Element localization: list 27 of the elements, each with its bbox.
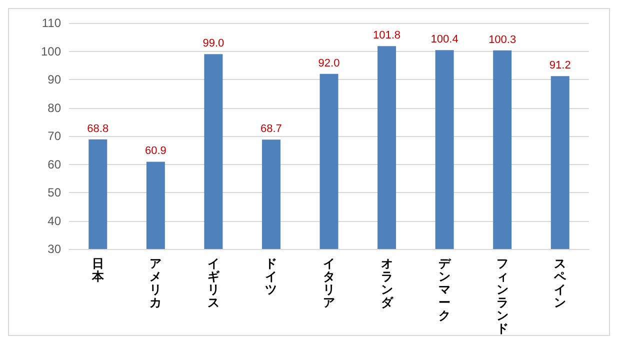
x-tick-label: 日本 bbox=[90, 256, 105, 284]
y-tick-label: 50 bbox=[48, 186, 62, 200]
y-tick-label: 70 bbox=[48, 129, 62, 143]
y-tick-label: 30 bbox=[48, 242, 62, 256]
x-tick-label: ドイツ bbox=[265, 256, 278, 296]
y-tick-label: 110 bbox=[42, 16, 62, 30]
data-label: 101.8 bbox=[373, 30, 401, 42]
x-tick-label: オランダ bbox=[380, 256, 394, 310]
x-tick-label: デンマーク bbox=[438, 256, 452, 322]
y-tick-label: 90 bbox=[48, 72, 62, 86]
data-label: 100.4 bbox=[430, 34, 458, 46]
x-tick-label: スペイン bbox=[553, 256, 568, 310]
y-tick-label: 80 bbox=[48, 100, 62, 115]
x-tick-label: アメリカ bbox=[150, 256, 162, 310]
data-label: 60.9 bbox=[144, 145, 166, 158]
data-label: 68.7 bbox=[260, 123, 282, 136]
x-tick-label: イギリス bbox=[207, 256, 220, 310]
data-label: 99.0 bbox=[202, 38, 224, 50]
y-tick-label: 60 bbox=[48, 157, 62, 172]
x-tick-label: イタリア bbox=[323, 256, 335, 310]
y-tick-label: 40 bbox=[48, 214, 62, 228]
y-tick-label: 100 bbox=[40, 44, 62, 58]
data-label: 100.3 bbox=[488, 34, 516, 46]
data-label: 68.8 bbox=[87, 122, 109, 135]
data-label: 91.2 bbox=[549, 60, 571, 72]
data-label: 92.0 bbox=[318, 57, 340, 70]
x-tick-label: フィンランド bbox=[496, 256, 508, 336]
